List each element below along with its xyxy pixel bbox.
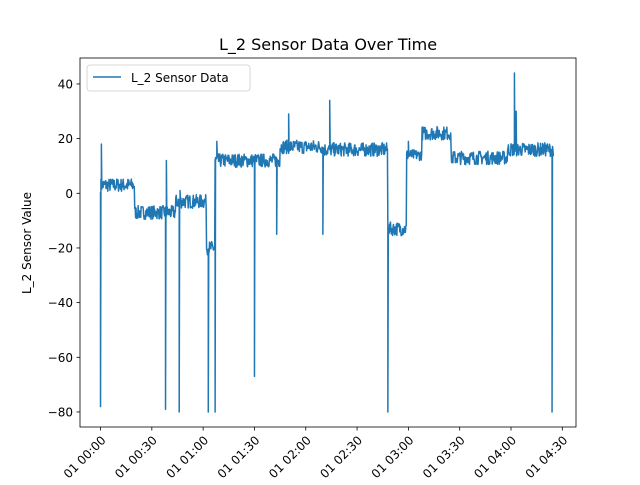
y-axis-label: L_2 Sensor Value [20,192,34,294]
y-tick-label: 20 [58,132,73,146]
y-tick-label: −60 [48,351,73,365]
plot-frame [79,57,577,428]
legend: L_2 Sensor Data [86,64,251,92]
y-tick-label: −20 [48,241,73,255]
y-tick-label: −40 [48,296,73,310]
series-line [99,72,555,413]
y-tick-label: −80 [48,405,73,419]
y-axis-ticks: −80 −60 −40 −20 0 20 40 [48,77,80,419]
y-tick-label: 40 [58,77,73,91]
legend-box [86,64,251,92]
series-layer [99,72,555,413]
legend-series-label: L_2 Sensor Data [131,71,229,85]
chart-title: L_2 Sensor Data Over Time [219,35,437,55]
y-tick-label: 0 [65,187,73,201]
